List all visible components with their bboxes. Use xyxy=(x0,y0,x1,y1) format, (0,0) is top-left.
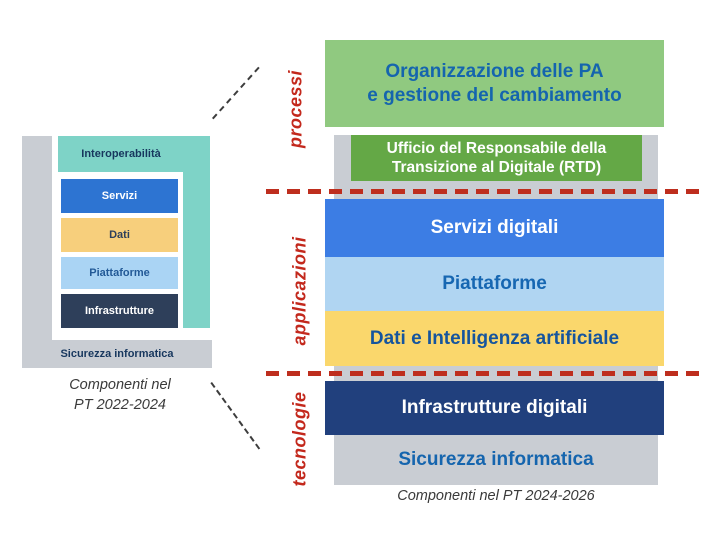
rtd-line1: Ufficio del Responsabile della xyxy=(386,139,607,157)
left-caption-line1: Componenti nel xyxy=(69,377,171,393)
right-block-rtd: Ufficio del Responsabile della Transizio… xyxy=(351,135,642,181)
left-block-servizi: Servizi xyxy=(61,179,178,213)
left-interoperability-label: Interoperabilità xyxy=(81,148,161,160)
right-block-servizi-digitali: Servizi digitali xyxy=(325,199,664,257)
left-caption: Componenti nel PT 2022-2024 xyxy=(30,376,210,415)
right-block-dati-ia: Dati e Intelligenza artificiale xyxy=(325,311,664,366)
red-dashed-separator-bottom xyxy=(266,371,705,376)
connector-line-bottom xyxy=(210,382,261,450)
left-interoperability-bar: Interoperabilità xyxy=(58,136,210,172)
rtd-line2: Transizione al Digitale (RTD) xyxy=(391,159,602,176)
group-label-tecnologie: tecnologie xyxy=(289,391,310,487)
group-label-processi: processi xyxy=(285,69,306,149)
organizzazione-line1: Organizzazione delle PA xyxy=(385,60,604,82)
group-label-applicazioni: applicazioni xyxy=(289,236,310,346)
left-security-bar: Sicurezza informatica xyxy=(22,340,212,368)
left-block-infrastrutture: Infrastrutture xyxy=(61,294,178,328)
red-dashed-separator-top xyxy=(266,189,705,194)
left-caption-line2: PT 2022-2024 xyxy=(74,396,166,413)
left-security-label: Sicurezza informatica xyxy=(60,348,174,360)
right-block-piattaforme: Piattaforme xyxy=(325,257,664,311)
organizzazione-line2: e gestione del cambiamento xyxy=(367,84,622,106)
left-gray-l-vertical-bar xyxy=(22,136,52,340)
right-block-sicurezza-informatica: Sicurezza informatica xyxy=(398,449,594,470)
connector-line-top xyxy=(212,66,260,120)
right-block-organizzazione: Organizzazione delle PA e gestione del c… xyxy=(325,40,664,127)
left-block-dati: Dati xyxy=(61,218,178,252)
left-interoperability-side-bar xyxy=(183,172,210,328)
right-block-infrastrutture-digitali: Infrastrutture digitali xyxy=(325,381,664,435)
right-caption: Componenti nel PT 2024-2026 xyxy=(397,488,595,504)
left-block-piattaforme: Piattaforme xyxy=(61,257,178,289)
